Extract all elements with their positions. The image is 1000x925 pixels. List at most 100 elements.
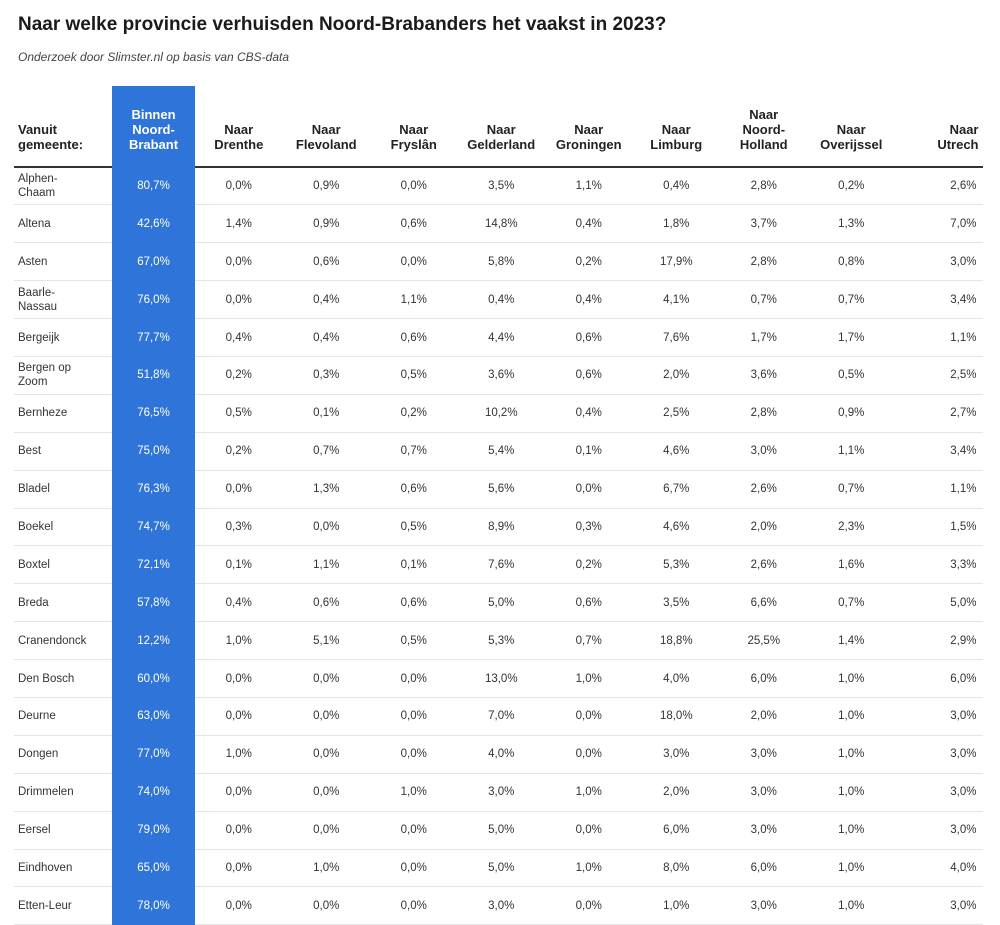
table-cell: 0,5%: [370, 621, 458, 661]
table-cell: 2,0%: [720, 508, 808, 547]
table-cell: 1,1%: [895, 470, 983, 509]
text-line: Zoom: [18, 376, 48, 389]
table-row: Bladel 76,3% 0,0% 1,3% 0,6% 5,6% 0,0% 6,7% 2,6% 0…: [14, 470, 983, 509]
column-header: Naar Fryslân: [370, 86, 458, 168]
table-cell: 1,4%: [195, 204, 283, 244]
table-row: Asten 67,0% 0,0% 0,6% 0,0% 5,8% 0,2% 17,9% 2,8% 0…: [14, 242, 983, 282]
table-cell: 0,0%: [282, 735, 370, 774]
table-cell: 2,9%: [895, 621, 983, 661]
table-row: Altena 42,6% 1,4% 0,9% 0,6% 14,8% 0,4% 1,8% 3,7%…: [14, 204, 983, 244]
text-line: Cranendonck: [18, 634, 87, 647]
highlight-cell: 51,8%: [112, 356, 195, 395]
table-cell: 0,3%: [195, 508, 283, 547]
table-cell: 2,5%: [895, 356, 983, 395]
table-cell: 1,7%: [720, 318, 808, 357]
table-cell: 0,0%: [370, 735, 458, 774]
header-row: Vanuit gemeente: Binnen Noord- Brabant Naar Dr…: [14, 86, 983, 168]
text-line: Limburg: [650, 137, 703, 152]
highlight-cell: 77,7%: [112, 318, 195, 357]
table-cell: 0,0%: [545, 735, 633, 774]
table-cell: 2,8%: [720, 394, 808, 433]
column-header: Binnen Noord- Brabant: [112, 86, 195, 168]
table-row: Best 75,0% 0,2% 0,7% 0,7% 5,4% 0,1% 4,6% 3,0% 1,1…: [14, 432, 983, 471]
table-cell: 0,0%: [370, 167, 458, 206]
table-cell: 5,0%: [457, 849, 545, 888]
table-cell: 5,3%: [457, 621, 545, 661]
text-line: Fryslân: [390, 137, 437, 152]
table-cell: 0,0%: [195, 659, 283, 698]
table-cell: 4,0%: [895, 849, 983, 888]
text-line: Dongen: [18, 748, 59, 761]
table-cell: 0,6%: [370, 318, 458, 357]
table-cell: 0,9%: [282, 167, 370, 206]
table-cell: 0,9%: [807, 394, 895, 433]
column-header: Naar Gelderland: [457, 86, 545, 168]
table-cell: 2,8%: [720, 167, 808, 206]
table-cell: 3,0%: [720, 735, 808, 774]
table-row: Eersel 79,0% 0,0% 0,0% 0,0% 5,0% 0,0% 6,0% 3,0% 1…: [14, 811, 983, 850]
column-header: Naar Drenthe: [195, 86, 283, 168]
table-cell: 0,7%: [545, 621, 633, 661]
table-cell: 0,4%: [457, 280, 545, 320]
table-cell: 0,0%: [370, 659, 458, 698]
table-cell: 3,0%: [895, 886, 983, 925]
text-line: Overijssel: [820, 137, 883, 152]
table-cell: 0,2%: [807, 167, 895, 206]
table-cell: 2,6%: [720, 470, 808, 509]
chart-title: Naar welke provincie verhuisden Noord-Br…: [18, 14, 667, 35]
text-line: Deurne: [18, 710, 56, 723]
highlight-cell: 76,5%: [112, 394, 195, 433]
row-label: Alphen- Chaam: [14, 167, 112, 206]
table-cell: 5,8%: [457, 242, 545, 282]
row-label: Breda: [14, 583, 112, 623]
highlight-cell: 78,0%: [112, 886, 195, 925]
text-line: Flevoland: [295, 137, 357, 152]
table-cell: 0,1%: [370, 545, 458, 585]
table-cell: 1,1%: [807, 432, 895, 471]
table-cell: 0,3%: [282, 356, 370, 395]
table-cell: 0,0%: [195, 773, 283, 812]
table-cell: 8,0%: [632, 849, 720, 888]
text-line: Baarle-: [18, 286, 56, 299]
table-cell: 1,1%: [282, 545, 370, 585]
table-cell: 0,0%: [282, 659, 370, 698]
row-label: Deurne: [14, 697, 112, 736]
table-row: Boekel 74,7% 0,3% 0,0% 0,5% 8,9% 0,3% 4,6% 2,0% 2…: [14, 508, 983, 547]
table-cell: 0,4%: [282, 280, 370, 320]
table-cell: 3,5%: [632, 583, 720, 623]
table-cell: 1,0%: [807, 659, 895, 698]
table-cell: 1,0%: [370, 773, 458, 812]
highlight-cell: 74,0%: [112, 773, 195, 812]
table-cell: 0,0%: [195, 167, 283, 206]
table-cell: 1,5%: [895, 508, 983, 547]
table-cell: 0,5%: [370, 356, 458, 395]
table-cell: 0,6%: [370, 583, 458, 623]
table-cell: 1,3%: [807, 204, 895, 244]
text-line: Vanuit: [18, 122, 58, 137]
table-cell: 3,0%: [457, 886, 545, 925]
table-cell: 1,1%: [895, 318, 983, 357]
table-cell: 6,0%: [895, 659, 983, 698]
table-cell: 0,9%: [282, 204, 370, 244]
row-label: Boxtel: [14, 545, 112, 585]
highlight-cell: 76,0%: [112, 280, 195, 320]
table-cell: 4,0%: [457, 735, 545, 774]
table-cell: 3,4%: [895, 280, 983, 320]
table-cell: 0,4%: [195, 318, 283, 357]
highlight-cell: 77,0%: [112, 735, 195, 774]
table-cell: 5,3%: [632, 545, 720, 585]
table-cell: 3,6%: [720, 356, 808, 395]
table-cell: 1,0%: [807, 886, 895, 925]
table-row: Etten-Leur 78,0% 0,0% 0,0% 0,0% 3,0% 0,0% 1,0% 3…: [14, 886, 983, 925]
table-cell: 2,8%: [720, 242, 808, 282]
table-cell: 0,0%: [195, 811, 283, 850]
text-line: Naar: [836, 122, 866, 137]
table-cell: 4,6%: [632, 432, 720, 471]
table-cell: 3,3%: [895, 545, 983, 585]
table-cell: 0,6%: [545, 356, 633, 395]
table-cell: 7,0%: [895, 204, 983, 244]
table-cell: 0,6%: [545, 583, 633, 623]
table-cell: 0,6%: [545, 318, 633, 357]
table-cell: 1,1%: [370, 280, 458, 320]
table-cell: 4,0%: [632, 659, 720, 698]
